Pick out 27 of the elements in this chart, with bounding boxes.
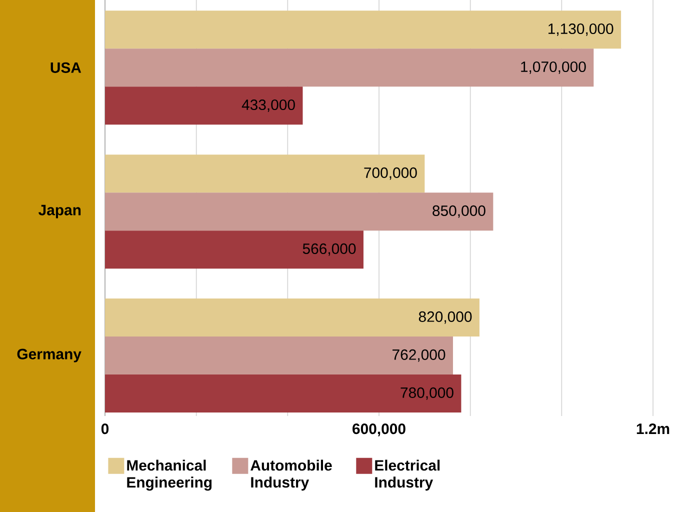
legend-label: Automobile Industry xyxy=(250,460,332,491)
y-tick-label: USA xyxy=(50,62,82,73)
bar xyxy=(105,154,425,193)
x-tick-label: 600,000 xyxy=(352,424,406,436)
bar xyxy=(105,48,594,87)
data-label: 700,000 xyxy=(364,167,417,180)
data-label: 1,070,000 xyxy=(521,61,586,74)
bar xyxy=(105,10,622,49)
y-tick-label: Japan xyxy=(38,204,81,218)
data-label: 433,000 xyxy=(242,99,295,112)
x-tick-label: 1.2m xyxy=(636,424,670,434)
data-label: 820,000 xyxy=(418,311,472,324)
y-tick-label: Germany xyxy=(17,348,82,362)
bar xyxy=(105,86,303,125)
legend-label: Electrical Industry xyxy=(375,460,440,491)
data-label: 850,000 xyxy=(432,205,486,218)
bar xyxy=(105,298,480,337)
data-label: 762,000 xyxy=(392,349,446,362)
data-label: 1,130,000 xyxy=(548,23,614,36)
bar xyxy=(105,192,494,231)
data-label: 566,000 xyxy=(302,243,356,256)
bar xyxy=(105,374,462,413)
bar xyxy=(105,336,453,375)
data-label: 780,000 xyxy=(400,387,454,400)
legend-label: Mechanical Engineering xyxy=(127,460,212,491)
x-tick-label: 0 xyxy=(101,424,109,434)
bar xyxy=(105,230,364,269)
